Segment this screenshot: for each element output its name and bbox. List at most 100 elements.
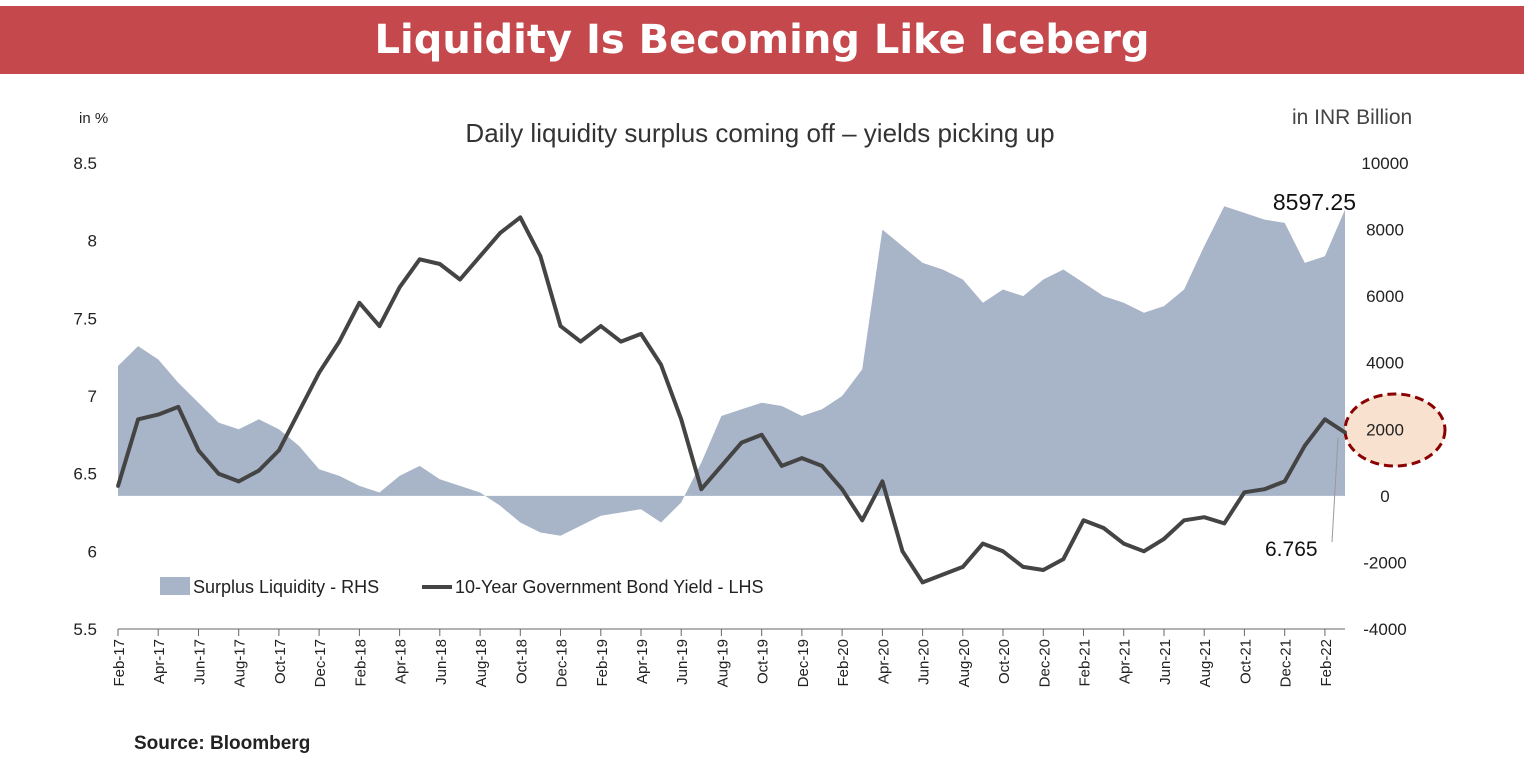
left-axis-tick-label: 8 xyxy=(88,232,97,251)
left-axis-tick-label: 7 xyxy=(88,387,97,406)
title-banner: Liquidity Is Becoming Like Iceberg xyxy=(0,6,1524,74)
bond-yield-point xyxy=(216,471,221,476)
left-axis-tick-label: 6.5 xyxy=(73,465,97,484)
bond-yield-point xyxy=(297,409,301,414)
bond-yield-point xyxy=(1323,417,1327,422)
x-axis-tick-label: Feb-19 xyxy=(594,639,611,687)
bond-yield-point xyxy=(1202,515,1206,519)
right-axis-tick-label: -4000 xyxy=(1363,620,1406,639)
bond-yield-point xyxy=(1222,521,1227,526)
bond-yield-point xyxy=(518,215,523,220)
liquidity-last-value-label: 8597.25 xyxy=(1273,189,1356,215)
x-axis-tick-label: Apr-17 xyxy=(151,639,168,684)
x-axis-tick-label: Feb-18 xyxy=(352,639,369,687)
bond-yield-point xyxy=(619,339,623,344)
x-axis-tick-label: Feb-21 xyxy=(1077,639,1094,687)
bond-yield-point xyxy=(639,332,643,336)
bond-yield-point xyxy=(739,440,744,445)
page-title: Liquidity Is Becoming Like Iceberg xyxy=(374,17,1150,63)
legend-area-swatch xyxy=(160,577,190,595)
x-axis-tick-label: Jun-20 xyxy=(916,639,933,685)
left-axis-tick-label: 7.5 xyxy=(73,309,97,328)
right-axis-tick-label: 8000 xyxy=(1366,221,1404,240)
x-axis-tick-label: Apr-19 xyxy=(634,639,651,684)
left-axis-tick-label: 6 xyxy=(88,542,97,561)
bond-yield-point xyxy=(1343,430,1347,435)
highlight-ellipse xyxy=(1343,392,1447,468)
bond-yield-point xyxy=(1262,487,1267,492)
right-axis-tick-label: 4000 xyxy=(1366,354,1404,373)
right-axis-unit-label: in INR Billion xyxy=(1292,106,1413,129)
left-axis-unit-label: in % xyxy=(79,110,109,127)
x-axis-tick-label: Jun-21 xyxy=(1157,639,1174,685)
bond-yield-point xyxy=(417,257,422,262)
bond-yield-point xyxy=(961,565,965,569)
x-axis-tick-label: Aug-21 xyxy=(1197,639,1214,687)
bond-yield-point xyxy=(759,433,764,437)
right-axis-tick-label: -2000 xyxy=(1363,553,1406,572)
x-axis-tick-label: Aug-19 xyxy=(714,639,731,687)
x-axis-tick-label: Oct-18 xyxy=(513,639,530,684)
bond-yield-point xyxy=(599,324,603,328)
left-axis-tick-label: 8.5 xyxy=(73,154,97,173)
bond-yield-point xyxy=(1162,537,1166,541)
bond-yield-point xyxy=(699,487,704,492)
x-axis-tick-label: Apr-20 xyxy=(875,639,892,684)
bond-yield-point xyxy=(337,339,342,344)
yield-callout-leader xyxy=(1331,437,1339,543)
bond-yield-point xyxy=(377,324,382,328)
x-axis-tick-label: Aug-20 xyxy=(956,639,973,687)
bond-yield-point xyxy=(860,518,864,523)
x-axis-tick-label: Dec-17 xyxy=(312,639,329,687)
bond-yield-point xyxy=(1303,443,1307,448)
bond-yield-point xyxy=(1101,526,1106,530)
x-axis-tick-label: Aug-17 xyxy=(232,639,249,687)
bond-yield-point xyxy=(438,262,442,266)
x-axis-tick-label: Feb-17 xyxy=(111,639,128,687)
right-axis-tick-label: 2000 xyxy=(1366,420,1404,439)
bond-yield-point xyxy=(116,484,120,488)
bond-yield-point xyxy=(880,479,885,484)
bond-yield-point xyxy=(136,417,140,422)
legend-area-label: Surplus Liquidity - RHS xyxy=(193,577,379,597)
bond-yield-point xyxy=(156,412,160,417)
bond-yield-point xyxy=(900,549,905,554)
bond-yield-point xyxy=(538,254,543,258)
bond-yield-point xyxy=(498,231,503,235)
left-axis-tick-label: 5.5 xyxy=(73,620,97,639)
source-note: Source: Bloomberg xyxy=(134,733,311,754)
bond-yield-point xyxy=(920,580,925,585)
x-axis-tick-label: Dec-18 xyxy=(554,639,571,687)
bond-yield-point xyxy=(820,464,824,468)
bond-yield-point xyxy=(1081,518,1086,523)
x-axis-tick-label: Jun-17 xyxy=(192,639,209,685)
x-axis-tick-label: Apr-18 xyxy=(393,639,410,684)
bond-yield-point xyxy=(659,363,663,367)
bond-yield-point xyxy=(357,301,362,305)
bond-yield-point xyxy=(458,277,462,282)
bond-yield-point xyxy=(1242,490,1247,495)
bond-yield-point xyxy=(1282,479,1287,484)
bond-yield-point xyxy=(1001,549,1005,554)
x-axis-tick-label: Feb-22 xyxy=(1318,639,1335,687)
bond-yield-point xyxy=(1182,518,1186,523)
right-axis-tick-label: 10000 xyxy=(1361,154,1408,173)
x-axis-tick-label: Dec-21 xyxy=(1278,639,1295,687)
bond-yield-point xyxy=(719,464,724,468)
bond-yield-point xyxy=(236,479,241,484)
bond-yield-point xyxy=(317,370,321,375)
bond-yield-point xyxy=(1142,549,1146,554)
bond-yield-point xyxy=(1121,541,1126,546)
bond-yield-point xyxy=(578,339,583,344)
bond-yield-point xyxy=(679,417,683,422)
bond-yield-point xyxy=(176,405,181,409)
chart-subtitle: Daily liquidity surplus coming off – yie… xyxy=(465,118,1055,148)
bond-yield-point xyxy=(397,285,402,290)
x-axis-tick-label: Oct-21 xyxy=(1237,639,1254,684)
x-axis-tick-label: Apr-21 xyxy=(1117,639,1134,684)
bond-yield-point xyxy=(196,448,201,453)
x-axis-tick-label: Jun-18 xyxy=(433,639,450,685)
surplus-liquidity-area xyxy=(118,206,1345,536)
bond-yield-point xyxy=(558,324,563,328)
